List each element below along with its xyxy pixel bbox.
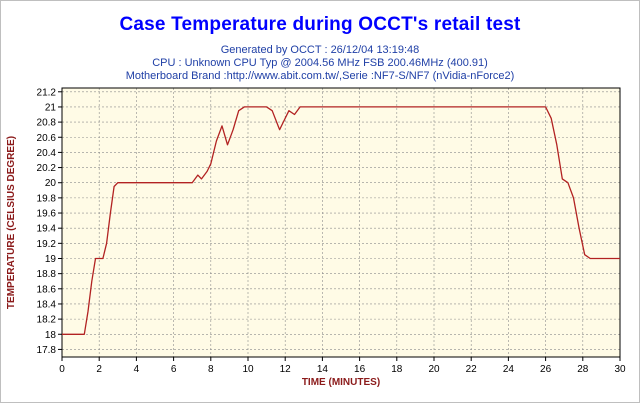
y-tick-label: 19 [45,254,57,265]
generated-info: Generated by OCCT : 26/12/04 13:19:48 [220,44,420,56]
x-tick-label: 2 [96,364,102,375]
temperature-series-line [62,106,620,335]
x-tick-label: 0 [59,364,65,375]
x-tick-label: 30 [614,364,626,375]
motherboard-info: Motherboard Brand :http://www.abit.com.t… [125,70,515,82]
y-tick-label: 21 [45,102,57,113]
y-tick-label: 20.2 [37,163,57,174]
x-tick-label: 14 [317,364,329,375]
x-tick-label: 8 [208,364,214,375]
y-tick-label: 19.8 [37,193,57,204]
x-axis-label: TIME (MINUTES) [302,377,380,388]
x-tick-label: 24 [503,364,515,375]
y-tick-label: 20.6 [37,133,57,144]
y-tick-label: 19.6 [37,209,57,220]
y-tick-label: 18.2 [37,315,57,326]
x-tick-label: 16 [354,364,366,375]
y-tick-label: 18.4 [37,299,57,310]
x-tick-label: 20 [428,364,440,375]
x-tick-label: 6 [171,364,177,375]
x-tick-label: 28 [577,364,589,375]
plot-border [61,87,621,358]
y-tick-label: 18.8 [37,269,57,280]
chart-title: Case Temperature during OCCT's retail te… [119,14,521,35]
x-tick-label: 4 [134,364,140,375]
y-tick-label: 21.2 [37,87,57,98]
y-tick-label: 20.8 [37,118,57,129]
y-tick-label: 18.6 [37,284,57,295]
y-tick-label: 20 [45,178,57,189]
y-tick-label: 17.8 [37,345,57,356]
x-tick-label: 12 [280,364,292,375]
x-tick-label: 18 [391,364,403,375]
plot-area [62,88,620,357]
x-tick-label: 26 [540,364,552,375]
y-tick-label: 19.2 [37,239,57,250]
y-axis-label: TEMPERATURE (CELSIUS DEGREE) [6,136,17,309]
y-tick-label: 20.4 [37,148,57,159]
y-tick-label: 18 [45,330,57,341]
x-tick-label: 22 [466,364,478,375]
cpu-info: CPU : Unknown CPU Typ @ 2004.56 MHz FSB … [152,57,488,69]
x-tick-label: 10 [242,364,254,375]
y-tick-label: 19.4 [37,224,57,235]
